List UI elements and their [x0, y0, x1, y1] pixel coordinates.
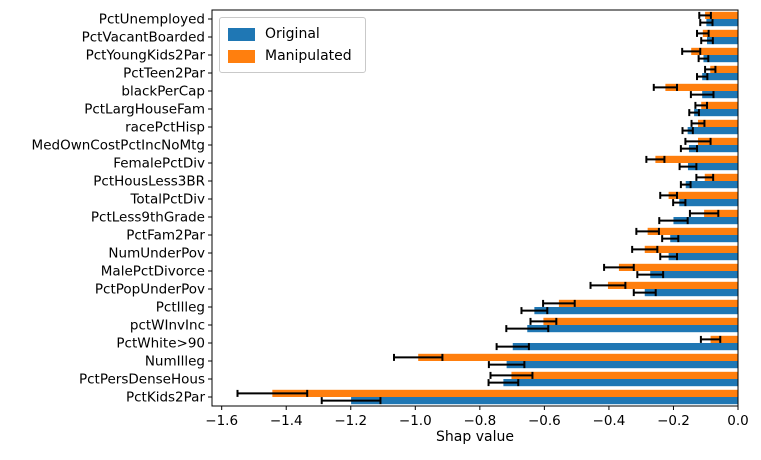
y-tick-label: TotalPctDiv	[129, 192, 205, 208]
bar-original	[512, 343, 738, 351]
bar-manipulated	[607, 281, 738, 289]
bar-manipulated	[701, 101, 738, 109]
x-tick-label: −0.4	[593, 413, 626, 429]
bar-original	[694, 109, 738, 117]
bar-manipulated	[665, 83, 738, 91]
legend-item-manipulated: Manipulated	[228, 45, 352, 67]
bar-original	[702, 73, 738, 81]
axes-frame	[211, 9, 739, 407]
bar-original	[527, 325, 738, 333]
x-tick-label: −0.6	[528, 413, 561, 429]
bar-manipulated	[558, 299, 738, 307]
y-tick-label: PctWhite>90	[116, 336, 205, 352]
y-tick-label: PctIlleg	[156, 300, 205, 316]
bar-original	[670, 235, 738, 243]
y-tick-label: NumIlleg	[145, 354, 205, 370]
bar-manipulated	[691, 47, 738, 55]
bar-original	[503, 379, 738, 387]
y-tick-label: PctFam2Par	[126, 228, 205, 244]
bar-manipulated	[655, 155, 738, 163]
x-tick-label: −1.0	[399, 413, 432, 429]
bar-manipulated	[418, 353, 738, 361]
bar-original	[687, 127, 738, 135]
bar-manipulated	[705, 11, 738, 19]
y-tick-label: PctKids2Par	[126, 390, 205, 406]
y-tick-label: pctWInvInc	[130, 318, 205, 334]
legend: Original Manipulated	[219, 17, 366, 73]
bar-manipulated	[272, 389, 738, 397]
y-tick-label: PctUnemployed	[99, 12, 205, 28]
bar-original	[534, 307, 738, 315]
bar-original	[706, 19, 738, 27]
x-tick-label: −1.4	[270, 413, 303, 429]
bar-original	[702, 91, 738, 99]
y-tick-label: blackPerCap	[121, 84, 205, 100]
legend-label-manipulated: Manipulated	[265, 48, 352, 64]
bar-original	[673, 217, 738, 225]
bar-manipulated	[710, 335, 738, 343]
legend-item-original: Original	[228, 23, 352, 45]
bar-manipulated	[618, 263, 738, 271]
bar-manipulated	[704, 209, 738, 217]
x-tick-label: −1.2	[334, 413, 367, 429]
bar-manipulated	[697, 119, 738, 127]
y-tick-label: FemalePctDiv	[113, 156, 205, 172]
y-tick-label: PctVacantBoarded	[82, 30, 205, 46]
bar-manipulated	[644, 245, 738, 253]
y-tick-label: PctPopUnderPov	[95, 282, 205, 298]
bar-original	[688, 145, 738, 153]
bar-manipulated	[704, 173, 738, 181]
legend-swatch-manipulated	[228, 49, 255, 63]
y-tick-label: PctLess9thGrade	[91, 210, 205, 226]
bar-original	[506, 361, 738, 369]
bar-original	[351, 397, 738, 405]
y-tick-label: PctPersDenseHous	[79, 372, 205, 388]
bar-original	[703, 55, 738, 63]
bar-manipulated	[647, 227, 738, 235]
y-tick-label: PctTeen2Par	[123, 66, 205, 82]
bar-manipulated	[702, 29, 738, 37]
legend-label-original: Original	[265, 26, 320, 42]
y-tick-label: PctLargHouseFam	[84, 102, 205, 118]
x-tick-label: −0.8	[463, 413, 496, 429]
y-tick-label: MalePctDivorce	[101, 264, 205, 280]
bar-manipulated	[511, 371, 738, 379]
bar-original	[679, 199, 738, 207]
bar-original	[668, 253, 738, 261]
x-axis-label: Shap value	[436, 429, 514, 445]
x-tick-label: −0.2	[657, 413, 690, 429]
bar-original	[685, 181, 738, 189]
bar-original	[650, 271, 738, 279]
bar-original	[644, 289, 738, 297]
bar-original	[687, 163, 738, 171]
bar-manipulated	[710, 65, 738, 73]
y-tick-label: racePctHisp	[125, 120, 205, 136]
x-tick-label: 0.0	[727, 413, 748, 429]
x-tick-label: −1.6	[205, 413, 238, 429]
bar-original	[707, 37, 738, 45]
bar-manipulated	[543, 317, 738, 325]
bar-manipulated	[697, 137, 738, 145]
bar-manipulated	[668, 191, 738, 199]
y-tick-label: MedOwnCostPctIncNoMtg	[32, 138, 205, 154]
y-tick-label: PctHousLess3BR	[93, 174, 205, 190]
legend-swatch-original	[228, 27, 255, 41]
y-tick-label: PctYoungKids2Par	[86, 48, 206, 64]
y-tick-label: NumUnderPov	[108, 246, 205, 262]
